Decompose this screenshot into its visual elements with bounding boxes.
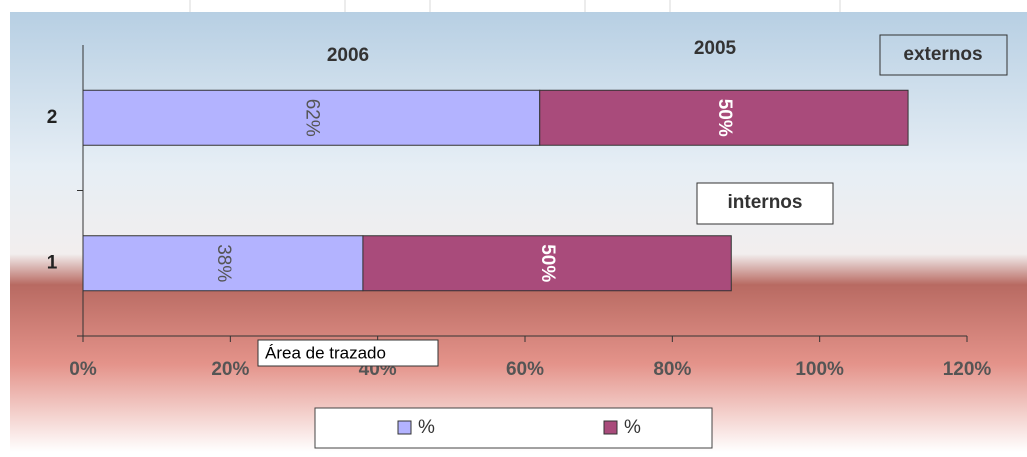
annotation-box [879, 34, 1008, 76]
x-tick-label: 100% [795, 359, 844, 380]
x-tick-label: 80% [653, 359, 691, 380]
annotation-box [696, 182, 834, 225]
annotation: 2005 [694, 38, 737, 59]
data-label: 62% [301, 99, 322, 137]
legend-label: % [418, 417, 435, 438]
bar [362, 235, 732, 292]
tooltip-text: Área de trazado [265, 343, 386, 362]
data-label: 38% [213, 244, 234, 282]
legend-swatch [397, 420, 412, 435]
legend-label: % [624, 417, 641, 438]
y-tick-label: 2 [47, 107, 58, 128]
annotation: externos [903, 44, 982, 65]
bar [539, 89, 909, 146]
annotation: 2006 [327, 45, 369, 66]
x-tick-label: 120% [943, 359, 992, 380]
annotation: internos [728, 192, 803, 213]
bar [82, 235, 364, 292]
x-tick-label: 60% [506, 359, 544, 380]
data-label: 50% [714, 99, 735, 137]
x-tick-label: 0% [69, 359, 97, 380]
legend [314, 407, 713, 449]
chart-area [10, 12, 1027, 452]
data-label: 50% [537, 244, 558, 282]
legend-swatch [603, 420, 618, 435]
x-tick-label: 20% [211, 359, 249, 380]
tooltip [257, 339, 439, 367]
sheet-grid [189, 0, 841, 12]
y-tick-label: 1 [47, 252, 58, 273]
